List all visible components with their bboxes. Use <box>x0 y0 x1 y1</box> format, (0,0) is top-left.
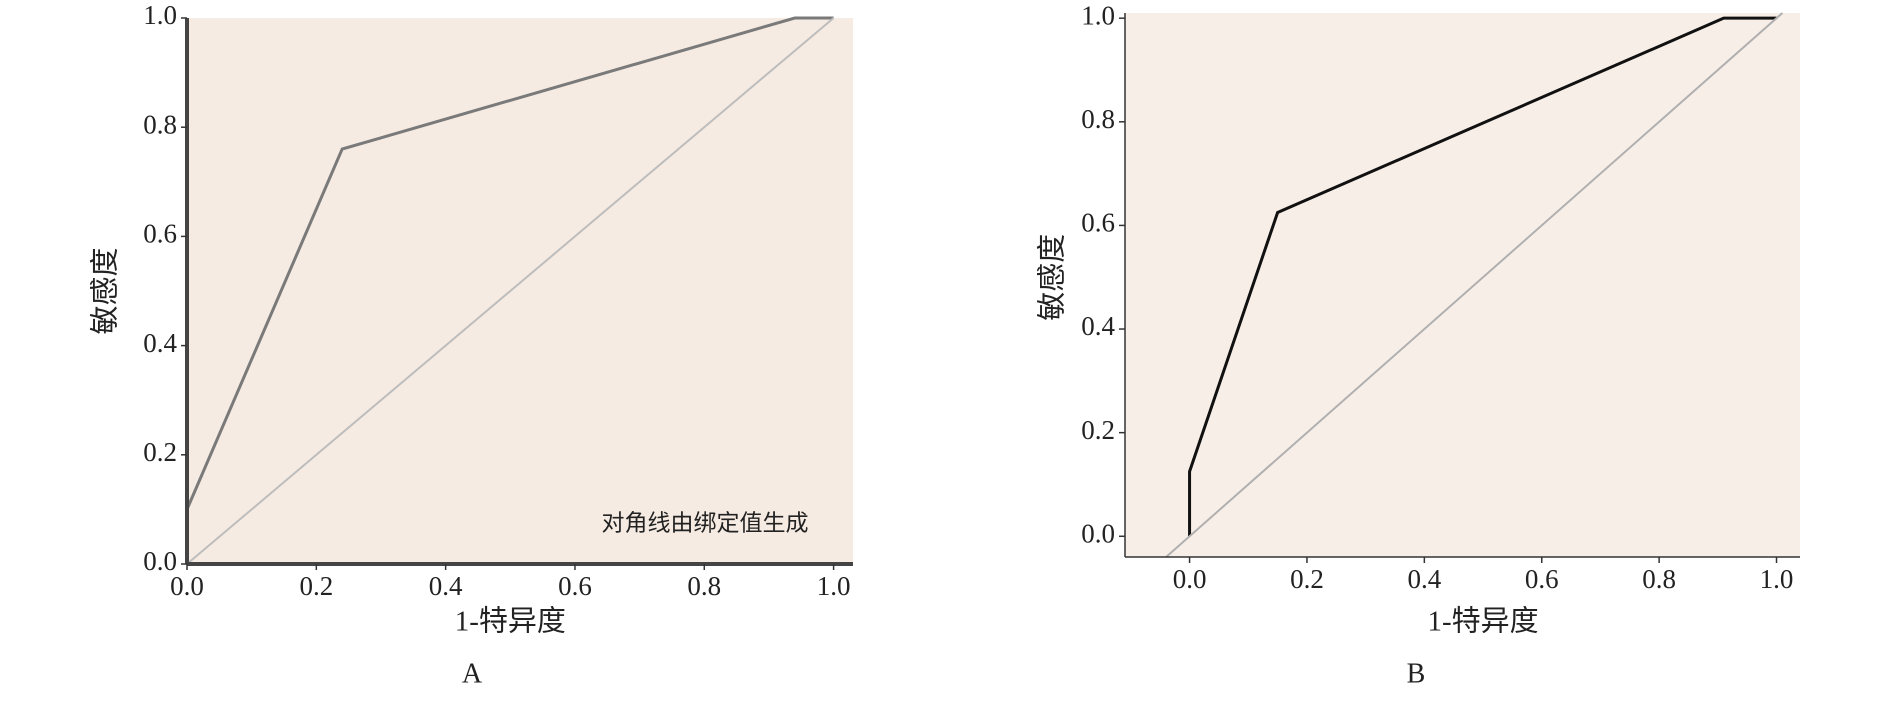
x-tick-label: 0.8 <box>687 571 721 601</box>
x-axis-title: 1-特异度 <box>455 605 566 638</box>
roc-line <box>186 17 835 565</box>
x-tick-label: 0.6 <box>1525 564 1559 594</box>
y-tick-label: 0.0 <box>1081 518 1115 548</box>
y-tick-label: 0.6 <box>143 219 177 249</box>
y-tick-label: 0.8 <box>1081 104 1115 134</box>
y-tick-label: 0.2 <box>1081 415 1115 445</box>
y-tick-label: 1.0 <box>143 0 177 30</box>
y-axis-title: 敏感度 <box>1036 234 1069 321</box>
roc-line <box>1165 12 1784 558</box>
x-tick-label: 1.0 <box>1760 564 1794 594</box>
caption: A <box>462 658 483 689</box>
y-tick-label: 0.6 <box>1081 208 1115 238</box>
x-tick-label: 0.4 <box>1407 564 1441 594</box>
plot-background <box>187 18 853 564</box>
x-tick-label: 0.8 <box>1642 564 1676 594</box>
roc-line <box>1188 16 1777 537</box>
x-tick-label: 0.6 <box>558 571 592 601</box>
roc-line <box>185 16 834 510</box>
x-tick-label: 0.4 <box>429 571 463 601</box>
x-axis-title: 1-特异度 <box>1427 605 1538 638</box>
annotation: 对角线由绑定值生成 <box>602 510 809 535</box>
caption: B <box>1407 658 1426 689</box>
x-tick-label: 0.0 <box>1173 564 1207 594</box>
x-tick-label: 0.0 <box>170 571 204 601</box>
x-tick-label: 0.2 <box>299 571 333 601</box>
y-axis-title: 敏感度 <box>89 247 122 334</box>
plot-background <box>1125 13 1800 557</box>
y-tick-label: 0.8 <box>143 109 177 139</box>
y-tick-label: 0.2 <box>143 437 177 467</box>
y-tick-label: 1.0 <box>1081 0 1115 30</box>
x-tick-label: 0.2 <box>1290 564 1324 594</box>
x-tick-label: 1.0 <box>817 571 851 601</box>
y-tick-label: 0.0 <box>143 546 177 576</box>
y-tick-label: 0.4 <box>143 328 177 358</box>
y-tick-label: 0.4 <box>1081 311 1115 341</box>
